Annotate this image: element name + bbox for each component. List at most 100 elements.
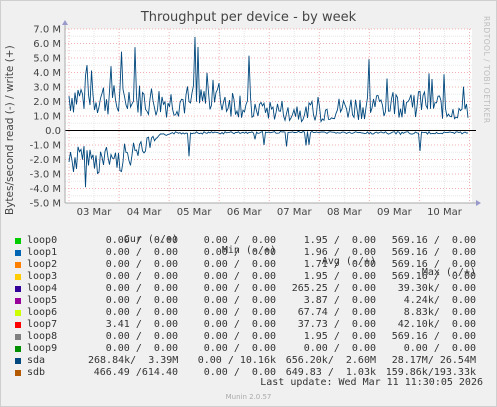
legend-row-loop7: loop7 3.41 / 0.00 0.00 / 0.00 37.73 / 0.00 4… <box>0 319 497 331</box>
legend-cur: 0.00 / 0.00 <box>105 331 178 342</box>
chart-title: Throughput per device - by week <box>140 10 357 25</box>
legend-swatch <box>15 322 21 328</box>
sda-write-line <box>68 36 469 123</box>
x-tick-label: 04 Mar <box>127 207 163 218</box>
legend-device-name: loop9 <box>27 343 58 354</box>
x-tick-label: 03 Mar <box>77 207 113 218</box>
legend-avg: 3.87 / 0.00 <box>303 295 376 306</box>
legend-avg: 1.95 / 0.00 <box>303 271 376 282</box>
legend-device-name: loop7 <box>27 319 58 330</box>
legend-swatch <box>15 310 21 316</box>
legend-device-name: loop5 <box>27 295 58 306</box>
legend-avg: 1.71 / 0.00 <box>303 259 376 270</box>
legend-cur: 0.00 / 0.00 <box>105 271 178 282</box>
legend-row-loop6: loop6 0.00 / 0.00 0.00 / 0.00 67.74 / 0.00 8… <box>0 307 497 319</box>
legend-row-loop9: loop9 0.00 / 0.00 0.00 / 0.00 0.00 / 0.00 0.… <box>0 343 497 355</box>
y-tick-label: -5.0 M <box>30 199 61 210</box>
legend-min: 0.00 / 0.00 <box>203 283 276 294</box>
legend-max: 0.00 / 0.00 <box>403 343 476 354</box>
legend-swatch <box>15 262 21 268</box>
legend-min: 0.00 / 0.00 <box>203 343 276 354</box>
legend-min: 0.00 / 0.00 <box>203 331 276 342</box>
legend-row-loop4: loop4 0.00 / 0.00 0.00 / 0.00 265.25 / 0.00… <box>0 283 497 295</box>
legend-max: 28.17M/ 26.54M <box>391 355 476 366</box>
legend-avg: 656.20k/ 2.60M <box>285 355 376 366</box>
legend-swatch <box>15 274 21 280</box>
y-tick-label: 5.0 M <box>33 54 61 65</box>
x-tick-labels: 03 Mar 04 Mar 05 Mar 06 Mar 07 Mar 08 Mar 09 M… <box>77 207 463 218</box>
legend-device-name: sda <box>27 355 46 366</box>
legend-row-loop2: loop2 0.00 / 0.00 0.00 / 0.00 1.71 / 0.00 56… <box>0 259 497 271</box>
legend-swatch <box>15 346 21 352</box>
legend-avg: 37.73 / 0.00 <box>297 319 376 330</box>
throughput-plot: 7.0 M 6.0 M 5.0 M 4.0 M 3.0 M 2.0 M 1.0 M 0.0 -1… <box>30 20 481 218</box>
legend-cur: 0.00 / 0.00 <box>105 295 178 306</box>
legend-min: 0.00 / 0.00 <box>203 271 276 282</box>
legend-max: 8.83k/ 0.00 <box>403 307 476 318</box>
legend-swatch <box>15 358 21 364</box>
legend-header-row: Cur (-/+) Min (-/+) Avg (-/+) Max (-/+) <box>0 223 497 278</box>
legend-header-cur: Cur (-/+) <box>123 234 178 245</box>
legend-swatch <box>15 250 21 256</box>
legend-cur: 0.00 / 0.00 <box>105 343 178 354</box>
sda-series <box>68 36 469 188</box>
legend-header-avg: Avg (-/+) <box>321 256 376 267</box>
legend-cur: 466.49 /614.40 <box>93 367 178 378</box>
legend-row-loop1: loop1 0.00 / 0.00 0.00 / 0.00 1.96 / 0.00 56… <box>0 247 497 259</box>
legend-row-sda: sda 268.84k/ 3.39M 0.00 / 10.16k 656.20k/ 2… <box>0 355 497 367</box>
legend-device-name: loop0 <box>27 235 58 246</box>
legend-cur: 0.00 / 0.00 <box>105 247 178 258</box>
legend-device-name: sdb <box>27 367 46 378</box>
legend-row-loop3: loop3 0.00 / 0.00 0.00 / 0.00 1.95 / 0.00 56… <box>0 271 497 283</box>
legend-min: 0.00 / 0.00 <box>203 235 276 246</box>
legend-avg: 0.00 / 0.00 <box>303 343 376 354</box>
y-tick-labels: 7.0 M 6.0 M 5.0 M 4.0 M 3.0 M 2.0 M 1.0 M 0.0 -1… <box>30 25 61 210</box>
legend-device-name: loop8 <box>27 331 58 342</box>
legend-max: 569.16 / 0.00 <box>391 331 476 342</box>
munin-version: Munin 2.0.57 <box>225 393 272 401</box>
legend-cur: 268.84k/ 3.39M <box>88 355 179 366</box>
x-tick-label: 06 Mar <box>227 207 263 218</box>
legend-avg: 1.95 / 0.00 <box>303 331 376 342</box>
y-tick-label: 2.0 M <box>33 97 61 108</box>
sda-read-line <box>68 130 469 188</box>
x-tick-label: 07 Mar <box>277 207 313 218</box>
x-tick-label: 05 Mar <box>177 207 213 218</box>
last-update: Last update: Wed Mar 11 11:30:05 2026 <box>260 377 483 388</box>
y-tick-label: 1.0 M <box>33 112 61 123</box>
legend-min: 0.00 / 0.00 <box>203 307 276 318</box>
x-tick-label: 09 Mar <box>377 207 413 218</box>
axes <box>62 20 481 206</box>
y-tick-label: -4.0 M <box>30 184 61 195</box>
legend-device-name: loop2 <box>27 259 58 270</box>
legend-avg: 649.83 / 1.03k <box>285 367 376 378</box>
legend-min: 0.00 / 10.16k <box>197 355 276 366</box>
legend-swatch <box>15 286 21 292</box>
legend-max: 39.30k/ 0.00 <box>397 283 476 294</box>
legend-min: 0.00 / 0.00 <box>203 247 276 258</box>
legend-max: 569.16 / 0.00 <box>391 247 476 258</box>
legend-avg: 265.25 / 0.00 <box>291 283 376 294</box>
legend-max: 569.16 / 0.00 <box>391 235 476 246</box>
legend-cur: 0.00 / 0.00 <box>105 307 178 318</box>
legend-header-max: Max (-/+) <box>421 267 476 278</box>
legend-cur: 0.00 / 0.00 <box>105 283 178 294</box>
y-tick-label: 3.0 M <box>33 83 61 94</box>
legend-row-loop5: loop5 0.00 / 0.00 0.00 / 0.00 3.87 / 0.00 4.… <box>0 295 497 307</box>
y-tick-label: 6.0 M <box>33 39 61 50</box>
legend-max: 569.16 / 0.00 <box>391 259 476 270</box>
y-tick-label: -2.0 M <box>30 155 61 166</box>
y-tick-label: 4.0 M <box>33 68 61 79</box>
legend-min: 0.00 / 0.00 <box>203 295 276 306</box>
legend-device-name: loop3 <box>27 271 58 282</box>
rrdtool-credit: RRDTOOL / TOBI OETIKER <box>482 16 491 124</box>
y-tick-label: 7.0 M <box>33 25 61 36</box>
y-axis-arrow <box>62 20 68 25</box>
legend-row-loop0: loop0 0.00 / 0.00 0.00 / 0.00 1.95 / 0.00 56… <box>0 235 497 247</box>
legend-device-name: loop4 <box>27 283 58 294</box>
legend-swatch <box>15 334 21 340</box>
y-tick-label: -3.0 M <box>30 170 61 181</box>
legend-avg: 67.74 / 0.00 <box>297 307 376 318</box>
legend-max: 4.24k/ 0.00 <box>403 295 476 306</box>
legend-device-name: loop1 <box>27 247 58 258</box>
